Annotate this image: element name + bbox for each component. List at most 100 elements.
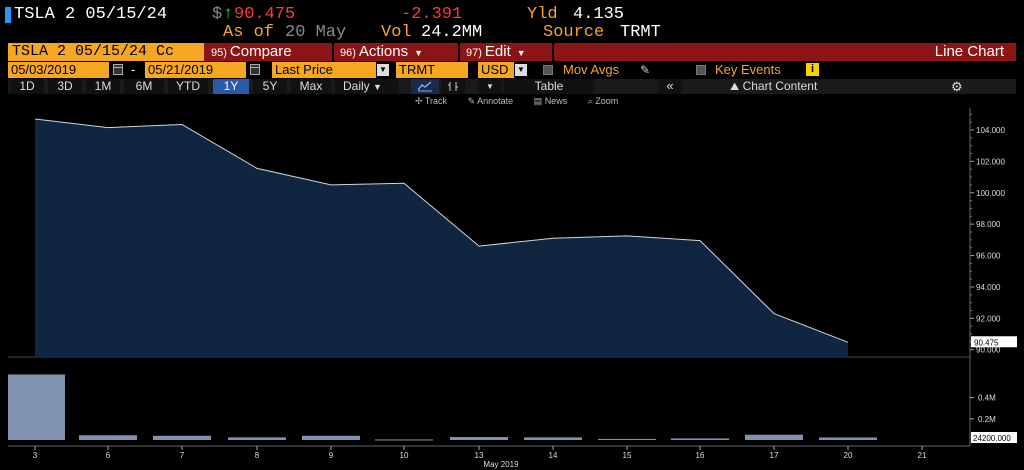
edit-button[interactable]: 97) Edit ▼ bbox=[462, 43, 554, 61]
mov-avgs-label[interactable]: Mov Avgs bbox=[563, 62, 620, 77]
x-tick-label: 3 bbox=[33, 451, 38, 460]
start-date-input[interactable]: 05/03/2019 bbox=[8, 62, 109, 78]
volume-bar bbox=[524, 437, 582, 440]
y-tick-label: 90.000 bbox=[976, 346, 1001, 355]
volume-bar bbox=[819, 437, 877, 440]
currency-select[interactable]: USD bbox=[478, 62, 514, 78]
price-chart[interactable]: 104.000 102.000 100.000 98.000 96.000 94.000 9… bbox=[0, 95, 1024, 470]
price-line bbox=[34, 118, 849, 343]
chevron-down-icon[interactable]: ▼ bbox=[515, 64, 527, 76]
compare-hotkey: 95) bbox=[211, 47, 227, 59]
period-5y[interactable]: 5Y bbox=[253, 79, 287, 94]
news-tool[interactable]: ▤ News bbox=[533, 96, 568, 106]
frequency-select[interactable]: Daily ▼ bbox=[335, 79, 399, 94]
x-tick-label: 13 bbox=[475, 451, 484, 460]
calendar-icon[interactable] bbox=[250, 64, 260, 75]
period-1d[interactable]: 1D bbox=[10, 79, 44, 94]
volume-label: Vol bbox=[381, 23, 412, 42]
chart-content-button[interactable]: ⛰ Chart Content bbox=[730, 79, 817, 94]
actions-button[interactable]: 96) Actions ▼ bbox=[336, 43, 460, 61]
y-tick-label: 92.000 bbox=[976, 314, 1001, 323]
last-volume-label: 24200.000 bbox=[973, 434, 1011, 443]
key-events-label[interactable]: Key Events bbox=[715, 62, 781, 77]
chevron-down-icon[interactable]: ▼ bbox=[478, 79, 502, 94]
table-button[interactable]: Table bbox=[504, 79, 594, 94]
price-change: -2.391 bbox=[401, 5, 463, 24]
last-price-label: 90.475 bbox=[974, 338, 999, 347]
x-tick-label: 7 bbox=[180, 451, 185, 460]
x-tick-label: 6 bbox=[106, 451, 111, 460]
calendar-icon[interactable] bbox=[113, 64, 123, 75]
field-select[interactable]: Last Price bbox=[272, 62, 376, 78]
compare-label: Compare bbox=[229, 43, 292, 60]
key-events-checkbox[interactable] bbox=[696, 65, 706, 75]
news-label: News bbox=[544, 96, 568, 106]
x-tick-label: 8 bbox=[255, 451, 260, 460]
source-input[interactable]: TRMT bbox=[396, 62, 468, 78]
y-tick-label: 100.000 bbox=[976, 189, 1005, 198]
period-ytd[interactable]: YTD bbox=[168, 79, 208, 94]
volume-bar bbox=[79, 435, 137, 440]
annotate-tool[interactable]: ✎ Annotate bbox=[467, 96, 514, 106]
volume-bar bbox=[671, 438, 729, 440]
period-max[interactable]: Max bbox=[291, 79, 331, 94]
price-area bbox=[35, 119, 848, 357]
as-of-date: 20 May bbox=[285, 23, 347, 42]
command-bar: TSLA 2 05/15/24 Cc 95) Compare 96) Actions… bbox=[8, 43, 1016, 61]
candlestick-icon[interactable] bbox=[441, 79, 465, 94]
volume-tick-label: 0.2M bbox=[978, 415, 996, 424]
actions-hotkey: 96) bbox=[340, 47, 356, 59]
x-tick-label: 20 bbox=[844, 451, 853, 460]
source-label: Source bbox=[543, 23, 605, 42]
actions-label: Actions bbox=[358, 43, 409, 60]
pencil-icon[interactable]: ✎ bbox=[640, 63, 651, 77]
last-price: 90.475 bbox=[234, 5, 296, 24]
period-1y[interactable]: 1Y bbox=[213, 79, 249, 94]
zoom-label: Zoom bbox=[595, 96, 619, 106]
chart-tools: ✢ Track ✎ Annotate ▤ News ⌕ Zoom bbox=[415, 95, 636, 107]
volume-bar bbox=[8, 374, 65, 440]
frequency-label: Daily bbox=[343, 79, 370, 93]
chart-content-label: Chart Content bbox=[742, 79, 818, 93]
x-tick-label: 15 bbox=[623, 451, 632, 460]
up-arrow-icon: ↑ bbox=[223, 5, 234, 24]
period-bar: 1D 3D 1M 6M YTD 1Y 5Y Max Daily ▼ ▼ Tabl… bbox=[8, 79, 1016, 94]
chevron-down-icon: ▼ bbox=[373, 82, 382, 92]
source-value: TRMT bbox=[620, 23, 661, 42]
volume-bar bbox=[302, 435, 360, 440]
x-month-label: May 2019 bbox=[483, 460, 519, 469]
x-tick-label: 17 bbox=[770, 451, 779, 460]
parameter-bar: 05/03/2019 - 05/21/2019 Last Price ▼ TRM… bbox=[8, 62, 1016, 78]
security-input[interactable]: TSLA 2 05/15/24 Cc bbox=[8, 43, 204, 61]
period-3d[interactable]: 3D bbox=[48, 79, 82, 94]
end-date-input[interactable]: 05/21/2019 bbox=[145, 62, 246, 78]
mov-avgs-checkbox[interactable] bbox=[543, 65, 553, 75]
chevron-down-icon: ▼ bbox=[516, 48, 526, 58]
last-volume-tag bbox=[971, 432, 1017, 443]
x-tick-label: 10 bbox=[400, 451, 409, 460]
y-tick-label: 102.000 bbox=[976, 157, 1005, 166]
line-chart-icon[interactable] bbox=[411, 79, 439, 94]
zoom-tool[interactable]: ⌕ Zoom bbox=[587, 96, 619, 106]
chevron-down-icon[interactable]: ▼ bbox=[377, 64, 389, 76]
as-of-label: As of bbox=[223, 23, 275, 42]
x-tick-label: 9 bbox=[329, 451, 334, 460]
period-1m[interactable]: 1M bbox=[86, 79, 120, 94]
collapse-left-icon[interactable]: « bbox=[658, 79, 682, 94]
track-label: Track bbox=[424, 96, 448, 106]
ticker-label: TSLA 2 05/15/24 bbox=[14, 5, 168, 24]
annotate-label: Annotate bbox=[477, 96, 514, 106]
yield-label: Yld bbox=[527, 5, 558, 24]
last-price-tag bbox=[971, 336, 1017, 348]
info-icon[interactable]: i bbox=[806, 63, 819, 76]
period-6m[interactable]: 6M bbox=[124, 79, 164, 94]
compare-button[interactable]: 95) Compare bbox=[207, 43, 334, 61]
quote-header: TSLA 2 05/15/24 $ ↑ 90.475 -2.391 Yld 4.… bbox=[0, 0, 1024, 42]
y-tick-label: 104.000 bbox=[976, 126, 1005, 135]
settings-gear-icon[interactable]: ⚙ bbox=[951, 79, 963, 94]
edit-label: Edit bbox=[484, 43, 511, 60]
x-tick-label: 16 bbox=[696, 451, 705, 460]
volume-tick-label: 0.4M bbox=[978, 394, 996, 403]
track-tool[interactable]: ✢ Track bbox=[415, 96, 448, 106]
x-tick-label: 21 bbox=[918, 451, 927, 460]
